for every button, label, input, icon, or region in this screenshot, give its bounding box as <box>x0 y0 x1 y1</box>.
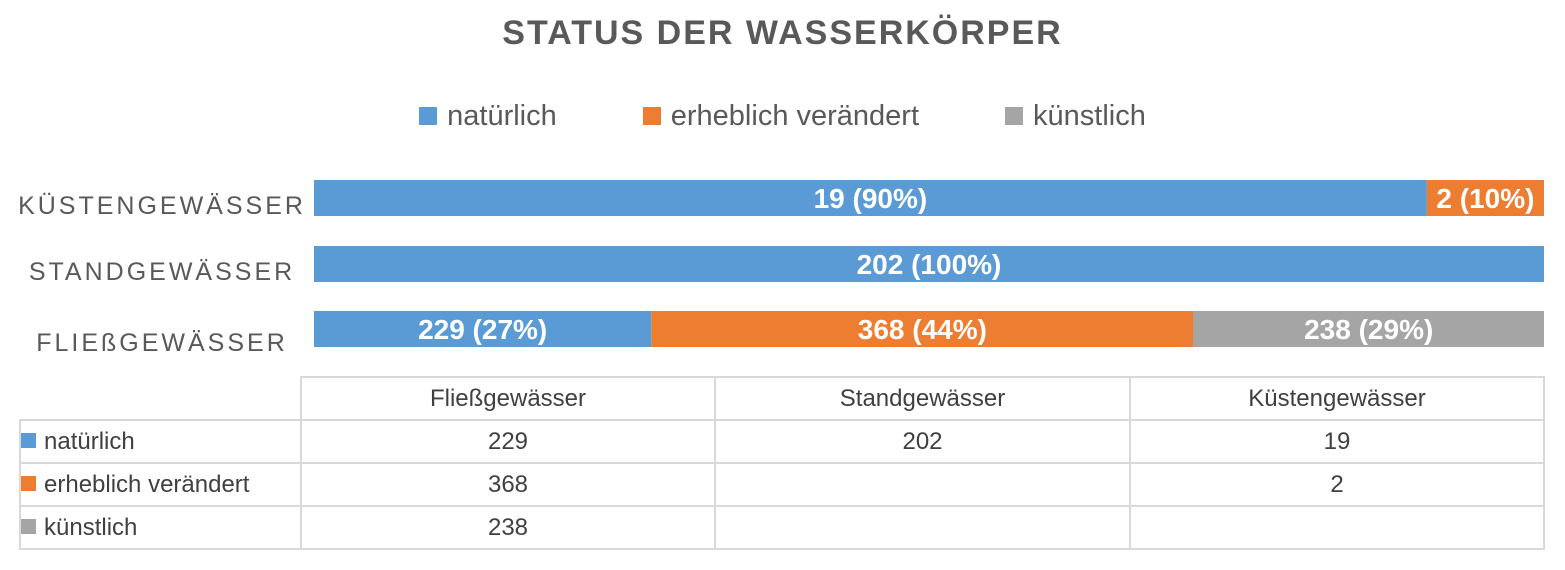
table-cell <box>714 462 1131 507</box>
table-cell <box>714 505 1131 550</box>
bar-segment <box>1426 180 1544 216</box>
data-label: 229 (27%) <box>418 314 547 345</box>
legend-item-natuerlich: natürlich <box>419 96 557 136</box>
table-cell <box>1129 505 1545 550</box>
table-cell: 2 <box>1129 462 1545 507</box>
data-label: 19 (90%) <box>814 183 928 214</box>
bar-segment <box>314 311 652 347</box>
bar-segment <box>1193 311 1544 347</box>
legend-label-kuenstlich: künstlich <box>1033 99 1146 132</box>
table-corner <box>20 377 302 421</box>
table-row-label: natürlich <box>44 427 135 455</box>
row-swatch-erheblich <box>21 475 36 491</box>
table-row-head: natürlich <box>19 419 302 464</box>
category-label: STANDGEWÄSSER <box>29 258 295 286</box>
table-cell: 19 <box>1129 419 1545 464</box>
table-row-label: künstlich <box>44 513 138 541</box>
table-row-head: erheblich verändert <box>19 462 302 507</box>
table-row-head: künstlich <box>19 505 302 550</box>
table-cell: 238 <box>300 505 716 550</box>
table-col-head: Küstengewässer <box>1129 376 1545 421</box>
chart-title: STATUS DER WASSERKÖRPER <box>502 14 1063 52</box>
data-label: 202 (100%) <box>857 249 1002 280</box>
data-label: 238 (29%) <box>1304 314 1433 345</box>
legend-item-kuenstlich: künstlich <box>1005 96 1146 136</box>
table-row-label: erheblich verändert <box>44 470 250 498</box>
table-cell: 202 <box>714 419 1131 464</box>
data-label: 2 (10%) <box>1436 183 1534 214</box>
legend-swatch-kuenstlich <box>1005 107 1024 125</box>
table-cell: 229 <box>300 419 716 464</box>
category-label: KÜSTENGEWÄSSER <box>18 192 306 220</box>
chart-legend: natürlich erheblich verändert künstlich <box>0 96 1565 136</box>
table-row: natürlich 229 202 19 <box>19 419 1545 464</box>
row-swatch-natuerlich <box>21 432 36 448</box>
table-cell: 368 <box>300 462 716 507</box>
table-col-head: Standgewässer <box>714 376 1131 421</box>
stacked-bar-chart: KÜSTENGEWÄSSER 19 (90%) 2 (10%) STANDGEWÄSS… <box>18 180 1544 357</box>
row-swatch-kuenstlich <box>21 518 36 534</box>
data-label: 368 (44%) <box>858 314 987 345</box>
category-label: FLIEßGEWÄSSER <box>36 329 288 357</box>
table-row: erheblich verändert 368 2 <box>19 462 1545 507</box>
table-header-row: Fließgewässer Standgewässer Küstengewäss… <box>20 376 1545 421</box>
data-table: Fließgewässer Standgewässer Küstengewäss… <box>19 376 1545 550</box>
table-row: künstlich 238 <box>19 505 1545 550</box>
legend-swatch-erheblich <box>642 107 661 125</box>
table-col-head: Fließgewässer <box>300 376 716 421</box>
bar-segment <box>314 180 1427 216</box>
legend-label-erheblich: erheblich verändert <box>670 99 920 132</box>
legend-label-natuerlich: natürlich <box>447 99 557 132</box>
legend-item-erheblich: erheblich verändert <box>642 96 920 136</box>
legend-swatch-natuerlich <box>419 107 438 125</box>
bar-segment <box>651 311 1194 347</box>
bar-segment <box>314 246 1544 282</box>
